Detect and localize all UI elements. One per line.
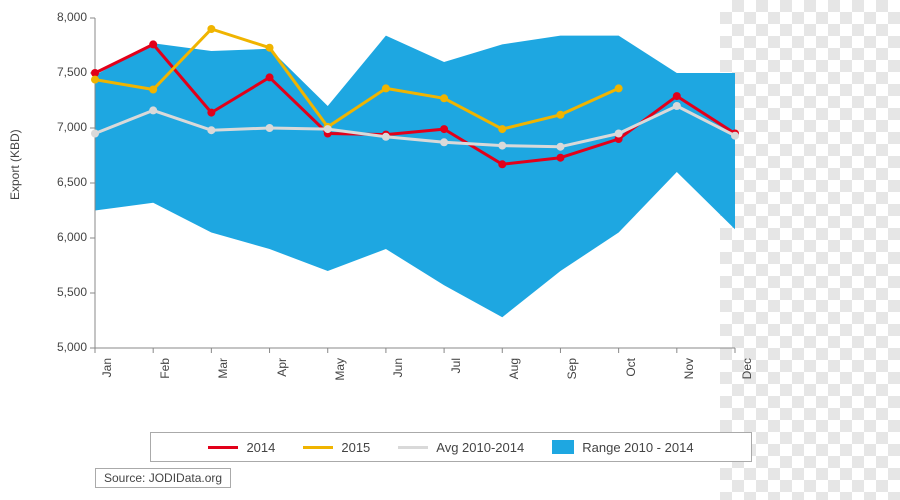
legend-swatch	[552, 440, 574, 454]
x-tick-label: Sep	[565, 358, 579, 398]
y-tick-label: 7,500	[39, 65, 87, 79]
source-label: Source: JODIData.org	[95, 468, 231, 488]
series-Avg 2010-2014-marker	[615, 130, 623, 138]
series-2014-marker	[207, 109, 215, 117]
series-2014-marker	[556, 154, 564, 162]
y-tick-label: 5,000	[39, 340, 87, 354]
y-axis-label: Export (KBD)	[8, 129, 22, 200]
x-tick-label: Nov	[682, 358, 696, 398]
legend-item: Range 2010 - 2014	[552, 440, 693, 455]
legend-label: Range 2010 - 2014	[582, 440, 693, 455]
series-2015-marker	[266, 44, 274, 52]
legend-swatch	[398, 446, 428, 449]
y-tick-label: 6,500	[39, 175, 87, 189]
legend-swatch	[208, 446, 238, 449]
x-tick-label: Oct	[624, 358, 638, 398]
legend-label: 2015	[341, 440, 370, 455]
y-tick-label: 7,000	[39, 120, 87, 134]
x-tick-label: May	[333, 358, 347, 398]
legend-item: Avg 2010-2014	[398, 440, 524, 455]
y-tick-label: 5,500	[39, 285, 87, 299]
series-2015-marker	[615, 84, 623, 92]
series-2015-marker	[149, 86, 157, 94]
y-tick-label: 8,000	[39, 10, 87, 24]
series-2015-marker	[498, 125, 506, 133]
legend-label: Avg 2010-2014	[436, 440, 524, 455]
series-Avg 2010-2014-marker	[556, 143, 564, 151]
series-Avg 2010-2014-marker	[498, 142, 506, 150]
legend: 2014 2015 Avg 2010-2014 Range 2010 - 2014	[150, 432, 752, 462]
series-2015-marker	[556, 111, 564, 119]
series-2015-marker	[207, 25, 215, 33]
series-2014-marker	[673, 92, 681, 100]
series-2015-marker	[91, 76, 99, 84]
legend-item: 2014	[208, 440, 275, 455]
series-Avg 2010-2014-marker	[731, 132, 739, 140]
chart-plot	[95, 18, 735, 348]
series-2014-marker	[266, 73, 274, 81]
x-tick-label: Dec	[740, 358, 754, 398]
x-tick-label: Jul	[449, 358, 463, 398]
series-2015-marker	[440, 94, 448, 102]
series-Avg 2010-2014-marker	[266, 124, 274, 132]
legend-label: 2014	[246, 440, 275, 455]
series-2015-marker	[382, 84, 390, 92]
y-tick-label: 6,000	[39, 230, 87, 244]
series-Avg 2010-2014-marker	[382, 133, 390, 141]
legend-swatch	[303, 446, 333, 449]
series-2014-marker	[149, 40, 157, 48]
series-Avg 2010-2014-marker	[440, 138, 448, 146]
x-tick-label: Jan	[100, 358, 114, 398]
x-tick-label: Mar	[216, 358, 230, 398]
series-2014-marker	[498, 160, 506, 168]
series-2014-marker	[440, 125, 448, 133]
range-band	[95, 36, 735, 318]
series-Avg 2010-2014-marker	[91, 130, 99, 138]
x-tick-label: Aug	[507, 358, 521, 398]
series-Avg 2010-2014-marker	[673, 102, 681, 110]
x-tick-label: Apr	[275, 358, 289, 398]
x-tick-label: Feb	[158, 358, 172, 398]
x-tick-label: Jun	[391, 358, 405, 398]
series-Avg 2010-2014-marker	[324, 125, 332, 133]
legend-item: 2015	[303, 440, 370, 455]
series-Avg 2010-2014-marker	[149, 106, 157, 114]
series-Avg 2010-2014-marker	[207, 126, 215, 134]
